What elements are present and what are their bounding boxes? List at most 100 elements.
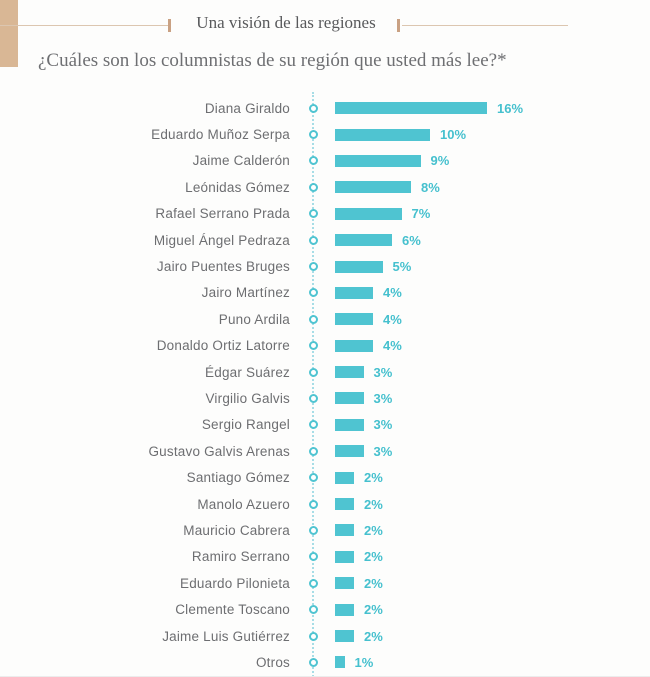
chart-row: Édgar Suárez 3% (0, 359, 650, 385)
axis-marker-icon (308, 525, 318, 535)
bar-chart: Diana Giraldo 16% Eduardo Muñoz Serpa 10… (0, 92, 650, 677)
value-label: 2% (364, 470, 383, 486)
category-label: Eduardo Muñoz Serpa (151, 127, 290, 143)
bar (335, 128, 430, 141)
bar-area: 7% (326, 206, 650, 221)
bar (335, 181, 411, 194)
axis-marker-icon (308, 156, 318, 166)
axis-marker-icon (308, 341, 318, 351)
axis-marker-icon (308, 499, 318, 509)
chart-row: Eduardo Muñoz Serpa 10% (0, 121, 650, 147)
value-label: 6% (402, 232, 421, 248)
axis-marker-icon (308, 605, 318, 615)
chart-question: ¿Cuáles son los columnistas de su región… (38, 50, 507, 71)
value-label: 8% (421, 179, 440, 195)
axis-marker-icon (308, 657, 318, 667)
header-tick-left (168, 19, 171, 32)
value-label: 2% (364, 575, 383, 591)
bar (335, 577, 354, 590)
value-label: 2% (364, 522, 383, 538)
category-label: Mauricio Cabrera (183, 522, 290, 538)
bar-area: 2% (326, 602, 650, 617)
bar-area: 3% (326, 444, 650, 459)
category-label: Jairo Puentes Bruges (156, 259, 290, 275)
bar-area: 3% (326, 365, 650, 380)
axis-marker-icon (308, 367, 318, 377)
bar-area: 10% (326, 127, 650, 142)
category-label: Otros (255, 654, 290, 670)
bar-area: 2% (326, 549, 650, 564)
bar (335, 260, 383, 273)
category-label: Gustavo Galvis Arenas (148, 443, 290, 459)
bar (335, 313, 373, 326)
bar-area: 5% (326, 259, 650, 274)
bar (335, 471, 354, 484)
category-label: Sergio Rangel (201, 417, 290, 433)
value-label: 3% (373, 443, 393, 459)
bar-area: 2% (326, 576, 650, 591)
axis-marker-icon (308, 393, 318, 403)
chart-row: Puno Ardila 4% (0, 306, 650, 332)
chart-row: Ramiro Serrano 2% (0, 544, 650, 570)
category-label: Jairo Martínez (201, 285, 290, 301)
axis-marker-icon (308, 130, 318, 140)
category-label: Rafael Serrano Prada (155, 206, 290, 222)
axis-marker-icon (308, 182, 318, 192)
category-label: Virgilio Galvis (205, 390, 290, 406)
axis-marker-icon (308, 262, 318, 272)
chart-row: Jairo Puentes Bruges 5% (0, 253, 650, 279)
value-label: 5% (392, 259, 412, 275)
chart-row: Jaime Luis Gutiérrez 2% (0, 623, 650, 649)
value-label: 4% (383, 338, 402, 354)
value-label: 4% (383, 285, 402, 301)
chart-row: Donaldo Ortiz Latorre 4% (0, 333, 650, 359)
value-label: 3% (373, 364, 393, 380)
value-label: 2% (364, 549, 383, 565)
category-label: Leónidas Gómez (185, 179, 290, 195)
category-label: Jaime Calderón (192, 153, 290, 169)
value-label: 16% (497, 100, 524, 116)
chart-row: Eduardo Pilonieta 2% (0, 570, 650, 596)
axis-marker-icon (308, 420, 318, 430)
bar-area: 2% (326, 523, 650, 538)
axis-marker-icon (308, 631, 318, 641)
category-label: Donaldo Ortiz Latorre (156, 338, 290, 354)
value-label: 10% (440, 127, 467, 143)
bar (335, 207, 402, 220)
category-label: Clemente Toscano (175, 602, 290, 618)
bar (335, 524, 354, 537)
axis-marker-icon (308, 103, 318, 113)
axis-marker-icon (308, 288, 318, 298)
bar-area: 3% (326, 391, 650, 406)
value-label: 2% (364, 628, 383, 644)
bar (335, 656, 345, 669)
header-tick-right (397, 19, 400, 32)
chart-row: Miguel Ángel Pedraza 6% (0, 227, 650, 253)
bar (335, 498, 354, 511)
value-label: 2% (364, 602, 383, 618)
category-label: Puno Ardila (218, 311, 290, 327)
category-label: Jaime Luis Gutiérrez (162, 628, 290, 644)
bar-area: 2% (326, 470, 650, 485)
category-label: Eduardo Pilonieta (180, 575, 290, 591)
bar (335, 603, 354, 616)
chart-row: Jaime Calderón 9% (0, 148, 650, 174)
chart-row: Santiago Gómez 2% (0, 464, 650, 490)
category-label: Santiago Gómez (186, 470, 290, 486)
bar (335, 550, 354, 563)
bar-area: 4% (326, 312, 650, 327)
bar-area: 3% (326, 417, 650, 432)
chart-row: Jairo Martínez 4% (0, 280, 650, 306)
value-label: 1% (354, 654, 374, 670)
chart-rows: Diana Giraldo 16% Eduardo Muñoz Serpa 10… (0, 95, 650, 676)
bar (335, 339, 373, 352)
value-label: 3% (373, 390, 393, 406)
bar (335, 102, 487, 115)
bar (335, 392, 364, 405)
axis-marker-icon (308, 473, 318, 483)
value-label: 7% (411, 206, 431, 222)
bar-area: 2% (326, 497, 650, 512)
bar-area: 9% (326, 153, 650, 168)
category-label: Miguel Ángel Pedraza (153, 232, 290, 248)
